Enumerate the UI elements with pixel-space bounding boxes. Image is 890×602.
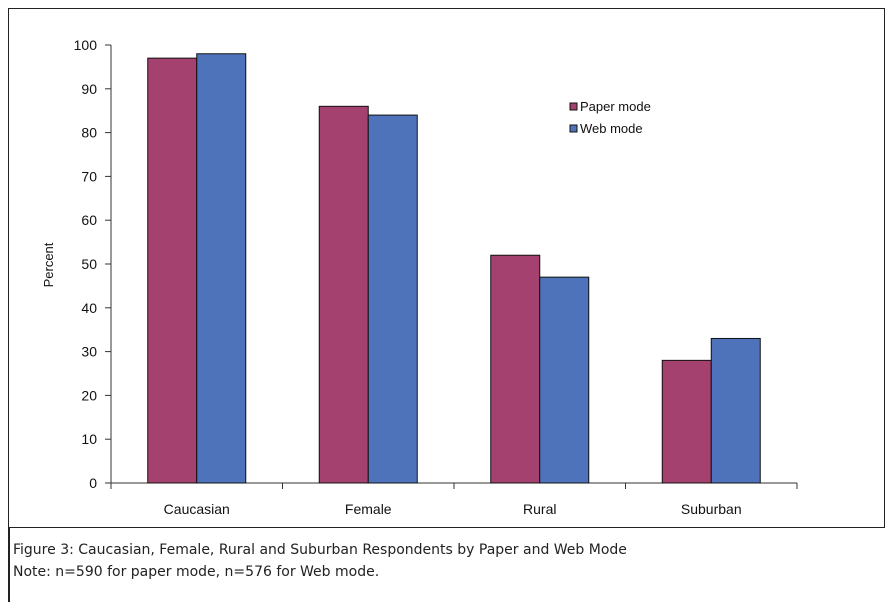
y-tick-label: 100: [74, 37, 98, 53]
figure-caption-title: Figure 3: Caucasian, Female, Rural and S…: [13, 542, 627, 558]
y-tick-label: 20: [81, 387, 97, 403]
y-axis-title: Percent: [41, 242, 56, 287]
legend-swatch: [569, 102, 578, 111]
left-border-rule: [8, 528, 10, 602]
chart-bars: [147, 53, 761, 484]
legend-swatch: [569, 124, 578, 133]
x-tick-label: Suburban: [681, 501, 742, 517]
y-tick-label: 10: [81, 431, 97, 447]
bar-paper-mode-suburban: [661, 359, 712, 484]
figure-caption-note: Note: n=590 for paper mode, n=576 for We…: [13, 564, 380, 580]
figure-caption: Figure 3: Caucasian, Female, Rural and S…: [13, 539, 883, 583]
x-tick-label: Caucasian: [164, 501, 230, 517]
x-tick-label: Female: [345, 501, 392, 517]
bar-paper-mode-female: [318, 105, 369, 484]
y-tick-label: 70: [81, 168, 97, 184]
bar-paper-mode-caucasian: [147, 57, 198, 484]
bar-web-mode-rural: [539, 276, 590, 484]
y-tick-label: 80: [81, 125, 97, 141]
y-tick-label: 0: [89, 475, 97, 491]
bar-web-mode-suburban: [710, 337, 761, 484]
chart-legend: Paper mode Web mode: [569, 99, 651, 136]
bar-chart: 0 10 20 30 40 50 60 70 80 90 100 Caucasian Female Rur…: [41, 37, 798, 517]
bar-paper-mode-rural: [490, 254, 541, 484]
x-tick-label: Rural: [523, 501, 556, 517]
bar-web-mode-female: [367, 114, 418, 484]
y-tick-label: 50: [81, 256, 97, 272]
y-tick-label: 60: [81, 212, 97, 228]
bar-web-mode-caucasian: [196, 53, 247, 484]
y-tick-label: 40: [81, 300, 97, 316]
legend-label: Paper mode: [580, 99, 651, 114]
chart-tick-labels: 0 10 20 30 40 50 60 70 80 90 100 Caucasian Female Rur…: [74, 37, 742, 517]
y-tick-label: 90: [81, 81, 97, 97]
legend-label: Web mode: [580, 121, 643, 136]
y-tick-label: 30: [81, 344, 97, 360]
